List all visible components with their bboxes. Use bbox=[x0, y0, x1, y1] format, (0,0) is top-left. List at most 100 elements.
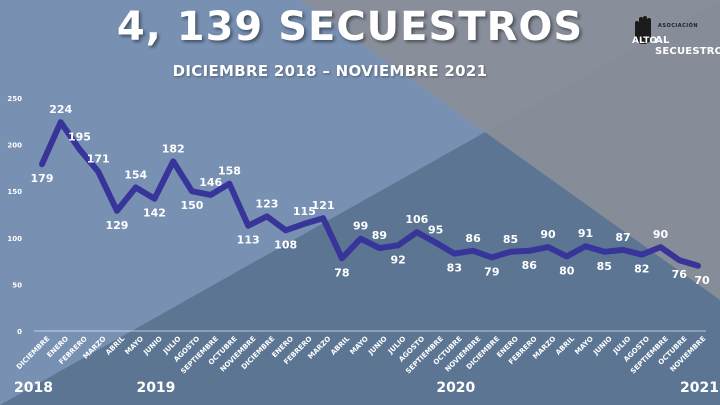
data-label: 179 bbox=[31, 172, 54, 185]
data-point bbox=[657, 244, 664, 250]
data-label: 154 bbox=[124, 168, 147, 181]
year-label: 2019 bbox=[136, 380, 176, 396]
data-label: 182 bbox=[162, 142, 185, 155]
data-label: 171 bbox=[87, 153, 110, 166]
x-tick-label: JUNIO bbox=[141, 335, 163, 357]
data-point bbox=[395, 242, 401, 248]
data-point bbox=[526, 248, 532, 254]
data-label: 85 bbox=[597, 260, 612, 273]
x-tick-label: MAYO bbox=[573, 335, 595, 357]
series-polyline bbox=[39, 119, 701, 269]
data-label: 108 bbox=[274, 238, 297, 251]
x-axis: DICIEMBREENEROFEBREROMARZOABRILMAYOJUNIO… bbox=[15, 330, 708, 375]
data-point bbox=[582, 243, 589, 249]
y-tick-label: 100 bbox=[7, 235, 22, 243]
data-point bbox=[133, 184, 139, 191]
data-point bbox=[470, 248, 476, 254]
data-label: 82 bbox=[634, 263, 649, 276]
year-label: 2020 bbox=[436, 380, 476, 396]
data-label: 121 bbox=[312, 199, 335, 212]
x-tick-label: ABRIL bbox=[554, 334, 576, 356]
data-label: 158 bbox=[218, 165, 241, 178]
data-label: 90 bbox=[653, 228, 669, 241]
data-label: 195 bbox=[68, 130, 91, 143]
data-point bbox=[114, 208, 120, 214]
data-label: 86 bbox=[522, 259, 538, 272]
data-point bbox=[601, 249, 607, 255]
data-label: 106 bbox=[405, 213, 428, 226]
y-tick-label: 0 bbox=[17, 328, 22, 336]
data-label: 123 bbox=[255, 197, 278, 210]
data-label: 83 bbox=[447, 262, 462, 275]
data-point bbox=[245, 223, 251, 229]
data-label: 90 bbox=[540, 228, 556, 241]
x-tick-label: ABRIL bbox=[104, 334, 126, 356]
x-tick-label: JUNIO bbox=[366, 335, 388, 357]
data-point bbox=[320, 215, 326, 221]
y-tick-label: 250 bbox=[7, 95, 22, 103]
data-label: 85 bbox=[503, 233, 518, 246]
data-label: 79 bbox=[484, 265, 499, 278]
y-axis: 0 50 100 150 200 250 bbox=[7, 95, 22, 336]
data-label: 146 bbox=[199, 176, 222, 189]
y-tick-label: 200 bbox=[7, 142, 22, 150]
data-point bbox=[489, 254, 495, 260]
series-line bbox=[39, 119, 701, 269]
logo-word-secuestro: AL SECUESTRO bbox=[655, 35, 720, 57]
y-tick-label: 50 bbox=[12, 281, 22, 289]
data-point bbox=[376, 245, 382, 251]
data-label: 92 bbox=[390, 253, 405, 266]
data-label: 150 bbox=[180, 199, 203, 212]
data-point bbox=[189, 188, 195, 194]
data-label: 91 bbox=[578, 227, 593, 240]
data-point bbox=[226, 181, 233, 187]
logo-small-text: ASOCIACIÓN bbox=[658, 23, 699, 29]
hand-icon bbox=[635, 16, 651, 44]
data-point bbox=[433, 239, 439, 246]
data-point bbox=[76, 146, 83, 152]
data-point bbox=[39, 161, 45, 167]
data-label: 87 bbox=[615, 231, 630, 244]
data-point bbox=[95, 169, 101, 175]
data-point bbox=[301, 221, 307, 227]
data-label: 78 bbox=[334, 266, 349, 279]
data-point bbox=[545, 244, 551, 250]
data-label: 113 bbox=[237, 234, 260, 247]
year-label: 2018 bbox=[14, 380, 53, 396]
data-point bbox=[283, 227, 289, 233]
data-point bbox=[639, 251, 645, 258]
background-gray-triangle bbox=[300, 0, 720, 300]
data-point bbox=[451, 251, 457, 257]
data-point bbox=[358, 236, 364, 242]
chart-title: 4, 139 SECUESTROS bbox=[116, 4, 584, 50]
data-label: 115 bbox=[293, 205, 316, 218]
x-tick-label: ABRIL bbox=[329, 334, 351, 356]
data-label: 89 bbox=[372, 229, 387, 242]
x-tick-label: MAYO bbox=[348, 335, 370, 357]
data-point bbox=[151, 196, 158, 202]
data-point bbox=[676, 257, 682, 263]
data-label: 129 bbox=[105, 219, 128, 232]
data-point bbox=[564, 253, 570, 260]
data-label: 99 bbox=[353, 220, 368, 233]
x-tick-label: JUNIO bbox=[591, 335, 613, 357]
data-point bbox=[208, 192, 214, 198]
data-label: 76 bbox=[672, 268, 688, 281]
x-tick-label: MAYO bbox=[124, 335, 146, 357]
data-point bbox=[58, 119, 64, 125]
data-point bbox=[620, 247, 626, 253]
data-point bbox=[264, 213, 270, 219]
data-label: 142 bbox=[143, 207, 166, 220]
y-tick-label: 150 bbox=[7, 188, 22, 196]
data-point bbox=[507, 249, 514, 255]
data-point bbox=[414, 229, 420, 235]
data-label: 224 bbox=[49, 103, 72, 116]
data-label: 70 bbox=[694, 274, 710, 287]
data-point bbox=[170, 158, 176, 164]
data-label: 80 bbox=[559, 264, 575, 277]
data-label: 86 bbox=[465, 232, 481, 245]
